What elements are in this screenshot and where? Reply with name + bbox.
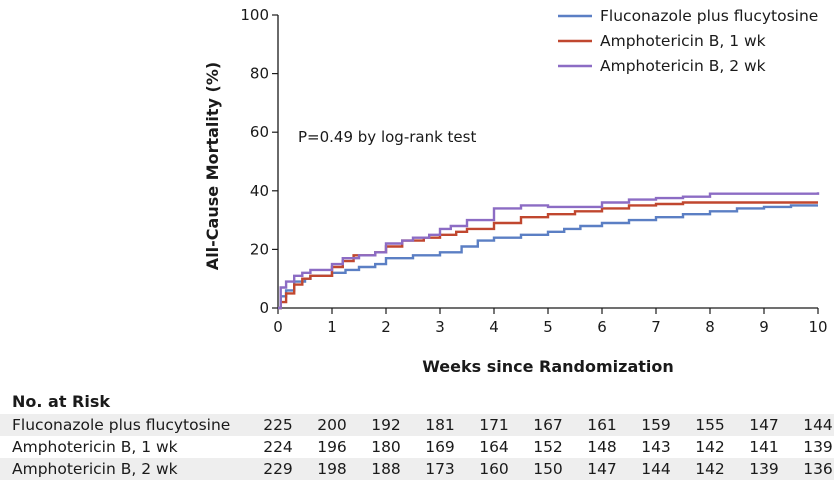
x-tick-label: 8: [705, 318, 715, 336]
y-tick-label: 100: [240, 6, 269, 24]
risk-value: 196: [317, 438, 347, 456]
risk-value: 161: [587, 416, 617, 434]
legend-label-2: Amphotericin B, 1 wk: [600, 32, 766, 50]
risk-value: 136: [803, 460, 833, 478]
risk-row-label: Amphotericin B, 1 wk: [12, 438, 178, 456]
risk-value: 159: [641, 416, 671, 434]
risk-value: 169: [425, 438, 455, 456]
x-tick-label: 1: [327, 318, 337, 336]
risk-value: 198: [317, 460, 347, 478]
risk-value: 147: [587, 460, 617, 478]
risk-value: 167: [533, 416, 563, 434]
risk-value: 144: [641, 460, 671, 478]
series-line-3: [278, 192, 820, 310]
risk-row-label: Fluconazole plus flucytosine: [12, 416, 231, 434]
annotation: P=0.49 by log-rank test: [298, 128, 476, 146]
x-tick-label: 2: [381, 318, 391, 336]
legend: Fluconazole plus flucytosine Amphotericin…: [558, 7, 818, 75]
risk-value: 150: [533, 460, 563, 478]
risk-value: 224: [263, 438, 293, 456]
risk-value: 139: [803, 438, 833, 456]
risk-value: 173: [425, 460, 455, 478]
x-tick-label: 4: [489, 318, 499, 336]
risk-value: 141: [749, 438, 779, 456]
risk-row: Fluconazole plus flucytosine 225 200 192 181…: [0, 414, 834, 436]
risk-value: 143: [641, 438, 671, 456]
risk-value: 229: [263, 460, 293, 478]
legend-label-3: Amphotericin B, 2 wk: [600, 57, 766, 75]
risk-value: 225: [263, 416, 293, 434]
risk-row-label: Amphotericin B, 2 wk: [12, 460, 178, 478]
risk-value: 152: [533, 438, 563, 456]
risk-value: 181: [425, 416, 455, 434]
risk-value: 144: [803, 416, 833, 434]
risk-value: 155: [695, 416, 725, 434]
x-axis-title: Weeks since Randomization: [422, 357, 674, 376]
risk-value: 200: [317, 416, 347, 434]
risk-table-title: No. at Risk: [12, 392, 111, 411]
risk-row: Amphotericin B, 1 wk 224 196 180 169 164 152 14…: [0, 436, 834, 458]
x-tick-label: 7: [651, 318, 661, 336]
y-tick-label: 80: [250, 65, 269, 83]
risk-value: 164: [479, 438, 509, 456]
y-tick-label: 40: [250, 182, 269, 200]
y-axis-title: All-Cause Mortality (%): [203, 62, 222, 270]
x-tick-label: 0: [273, 318, 283, 336]
risk-row: Amphotericin B, 2 wk 229 198 188 173 160 150 14…: [0, 458, 834, 480]
series-group: [278, 192, 820, 310]
x-tick-label: 3: [435, 318, 445, 336]
x-tick-label: 6: [597, 318, 607, 336]
y-tick-label: 60: [250, 123, 269, 141]
risk-value: 147: [749, 416, 779, 434]
risk-value: 142: [695, 460, 725, 478]
y-tick-label: 20: [250, 240, 269, 258]
risk-value: 160: [479, 460, 509, 478]
risk-value: 171: [479, 416, 509, 434]
series-line-2: [278, 201, 818, 310]
legend-label-1: Fluconazole plus flucytosine: [600, 7, 818, 25]
risk-value: 139: [749, 460, 779, 478]
x-tick-label: 10: [808, 318, 827, 336]
risk-value: 180: [371, 438, 401, 456]
risk-value: 188: [371, 460, 401, 478]
x-tick-label: 5: [543, 318, 553, 336]
risk-value: 148: [587, 438, 617, 456]
y-tick-label: 0: [259, 299, 269, 317]
risk-value: 192: [371, 416, 401, 434]
x-tick-label: 9: [759, 318, 769, 336]
risk-value: 142: [695, 438, 725, 456]
risk-table: Fluconazole plus flucytosine 225 200 192 181…: [0, 414, 834, 480]
